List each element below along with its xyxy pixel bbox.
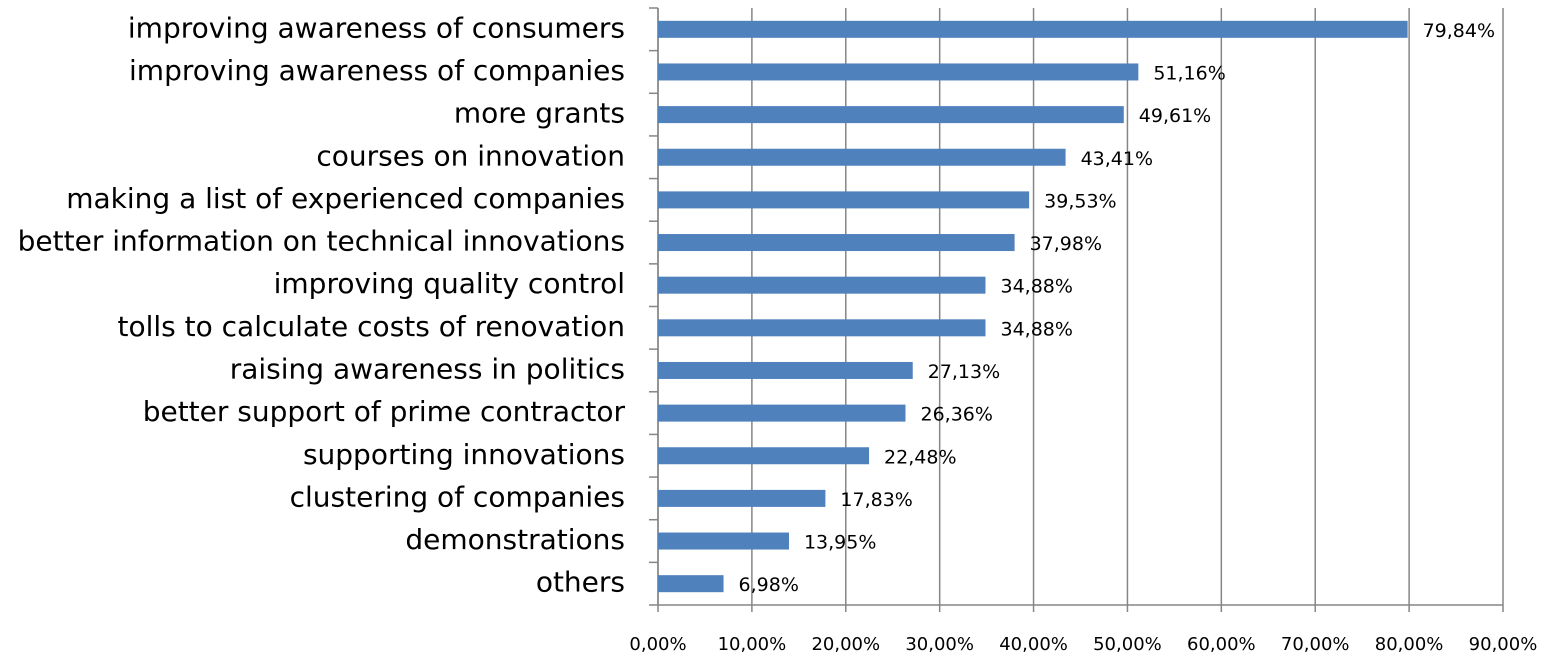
value-label: 34,88% <box>1000 276 1072 298</box>
x-tick-label: 60,00% <box>1187 634 1256 655</box>
value-label: 27,13% <box>928 361 1000 383</box>
x-tick-label: 80,00% <box>1375 634 1444 655</box>
value-label: 37,98% <box>1030 233 1102 255</box>
category-label: more grants <box>454 97 625 130</box>
category-label: improving awareness of consumers <box>128 11 625 44</box>
category-label: courses on innovation <box>316 139 625 172</box>
value-label: 43,41% <box>1081 148 1153 170</box>
x-tick-label: 0,00% <box>629 634 686 655</box>
bar <box>658 489 826 507</box>
bar <box>658 532 789 550</box>
category-label: better support of prime contractor <box>143 395 626 428</box>
value-label: 51,16% <box>1153 62 1225 84</box>
category-label: tolls to calculate costs of renovation <box>117 310 625 343</box>
bar <box>658 319 986 337</box>
category-label: improving quality control <box>274 267 625 300</box>
value-label: 79,84% <box>1423 20 1495 42</box>
x-tick-label: 30,00% <box>905 634 974 655</box>
value-label: 13,95% <box>804 532 876 554</box>
bar <box>658 404 906 422</box>
category-label: supporting innovations <box>303 438 625 471</box>
bar <box>658 575 724 593</box>
x-tick-label: 10,00% <box>718 634 787 655</box>
value-label: 22,48% <box>884 446 956 468</box>
category-label: clustering of companies <box>290 480 625 513</box>
x-tick-label: 70,00% <box>1281 634 1350 655</box>
value-label: 17,83% <box>840 489 912 511</box>
value-label: 34,88% <box>1000 318 1072 340</box>
x-tick-label: 90,00% <box>1469 634 1538 655</box>
category-label: making a list of experienced companies <box>66 182 625 215</box>
bar <box>658 361 913 379</box>
category-label: better information on technical innovati… <box>18 225 625 258</box>
bar <box>658 148 1066 166</box>
category-label: demonstrations <box>405 523 625 556</box>
value-label: 6,98% <box>739 574 799 596</box>
category-label: raising awareness in politics <box>230 352 625 385</box>
bar <box>658 106 1124 124</box>
bar <box>658 191 1030 209</box>
category-label: others <box>536 566 625 599</box>
category-label: improving awareness of companies <box>129 54 625 87</box>
value-label: 49,61% <box>1139 105 1211 127</box>
bar <box>658 63 1139 81</box>
bar <box>658 447 870 465</box>
x-tick-label: 50,00% <box>1093 634 1162 655</box>
bar <box>658 20 1408 38</box>
value-label: 39,53% <box>1044 190 1116 212</box>
bar <box>658 276 986 294</box>
x-tick-label: 20,00% <box>811 634 880 655</box>
x-tick-label: 40,00% <box>999 634 1068 655</box>
bar <box>658 234 1015 252</box>
value-label: 26,36% <box>920 404 992 426</box>
